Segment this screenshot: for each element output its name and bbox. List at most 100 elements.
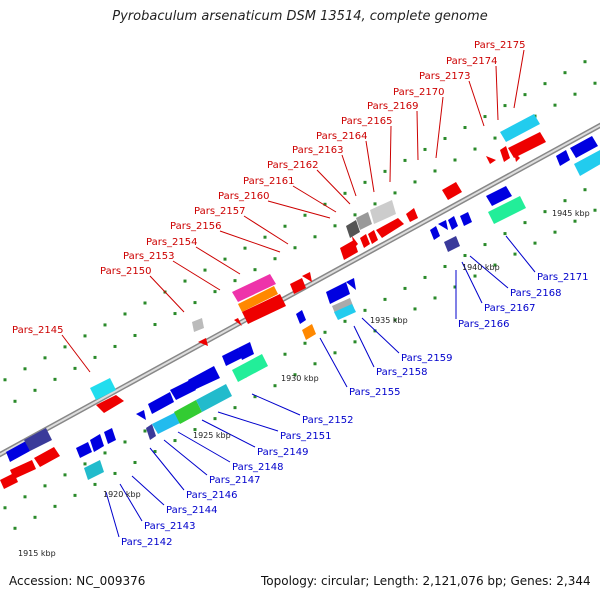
scale-tick	[153, 323, 157, 327]
scale-tick	[283, 224, 287, 228]
gene-block	[242, 294, 286, 324]
scale-tick	[403, 286, 407, 290]
scale-tick	[293, 373, 297, 377]
scale-tick	[273, 257, 277, 261]
scale-tick	[223, 257, 227, 261]
forward-gene-label: Pars_2164	[316, 131, 367, 142]
scale-tick	[413, 307, 417, 311]
scale-tick	[213, 417, 217, 421]
scale-tick	[363, 308, 367, 312]
forward-gene-leader	[219, 230, 281, 253]
reverse-gene-label: Pars_2155	[349, 387, 400, 398]
forward-gene-label: Pars_2157	[194, 206, 245, 217]
forward-gene-leader	[292, 185, 337, 213]
reverse-gene-label: Pars_2167	[484, 303, 535, 314]
scale-tick	[393, 318, 397, 322]
gene-block	[352, 236, 358, 248]
forward-gene-label: Pars_2150	[100, 266, 151, 277]
kbp-label: 1930 kbp	[281, 374, 319, 383]
gene-block	[556, 150, 570, 166]
reverse-gene-label: Pars_2159	[401, 353, 452, 364]
scale-tick	[93, 482, 97, 486]
scale-tick	[73, 366, 77, 370]
forward-gene-leader	[172, 260, 221, 291]
scale-tick	[283, 352, 287, 356]
scale-tick	[33, 388, 37, 392]
scale-ticks	[3, 60, 597, 530]
scale-tick	[453, 285, 457, 289]
scale-tick	[243, 246, 247, 250]
scale-tick	[63, 473, 67, 477]
gene-block	[346, 278, 356, 290]
scale-tick	[3, 378, 7, 382]
reverse-gene-label: Pars_2158	[376, 367, 427, 378]
scale-tick	[443, 264, 447, 268]
gene-block	[376, 218, 404, 238]
gene-block	[222, 348, 242, 366]
scale-tick	[203, 268, 207, 272]
reverse-gene-leader	[163, 439, 208, 476]
scale-tick	[423, 147, 427, 151]
gene-block	[238, 342, 254, 360]
gene-block	[326, 282, 350, 304]
scale-tick	[23, 495, 27, 499]
reverse-gene-label: Pars_2171	[537, 272, 588, 283]
scale-tick	[93, 355, 97, 359]
gene-block	[334, 304, 356, 320]
gene-block	[486, 186, 512, 206]
scale-tick	[493, 136, 497, 140]
gene-block	[460, 212, 472, 226]
scale-tick	[213, 290, 217, 294]
scale-tick	[173, 312, 177, 316]
scale-tick	[343, 319, 347, 323]
reverse-gene-label: Pars_2143	[144, 521, 195, 532]
scale-tick	[143, 429, 147, 433]
gene-block	[146, 424, 156, 440]
forward-gene-leader	[416, 110, 419, 161]
gene-block	[514, 152, 520, 162]
gene-block	[368, 230, 378, 244]
gene-block	[356, 212, 372, 230]
gene-block	[370, 200, 396, 224]
scale-tick	[543, 82, 547, 86]
forward-gene-label: Pars_2175	[474, 40, 525, 51]
scale-tick	[463, 254, 467, 258]
forward-gene-labels: Pars_2145 Pars_2150 Pars_2153 Pars_2154 Pars…	[12, 40, 525, 336]
forward-gene-leader	[513, 49, 525, 109]
forward-gene-label: Pars_2163	[292, 145, 343, 156]
reverse-gene-leader	[505, 235, 536, 273]
scale-tick	[503, 232, 507, 236]
scale-tick	[433, 169, 437, 173]
kbp-label: 1915 kbp	[18, 549, 56, 558]
gene-block	[192, 318, 204, 332]
scale-tick	[383, 169, 387, 173]
gene-block	[34, 447, 60, 467]
genome-summary: Topology: circular; Length: 2,121,076 bp…	[261, 574, 591, 588]
scale-tick	[113, 344, 117, 348]
scale-tick	[403, 158, 407, 162]
reverse-gene-label: Pars_2144	[166, 505, 217, 516]
scale-tick	[303, 341, 307, 345]
scale-tick	[593, 208, 597, 212]
position-labels: 1915 kbp 1920 kbp 1925 kbp 1930 kbp 1935 kbp…	[18, 209, 590, 558]
scale-tick	[353, 340, 357, 344]
scale-tick	[523, 93, 527, 97]
forward-gene-leader	[243, 215, 289, 245]
reverse-gene-leader	[361, 317, 400, 354]
gene-block	[406, 208, 418, 222]
scale-tick	[413, 180, 417, 184]
scale-tick	[483, 243, 487, 247]
kbp-label: 1945 kbp	[552, 209, 590, 218]
gene-block	[442, 182, 462, 200]
gene-block	[90, 434, 104, 452]
scale-tick	[483, 115, 487, 119]
scale-tick	[193, 428, 197, 432]
gene-block	[360, 234, 370, 248]
scale-tick	[493, 263, 497, 267]
forward-gene-label: Pars_2153	[123, 251, 174, 262]
forward-gene-label: Pars_2156	[170, 221, 221, 232]
scale-tick	[553, 230, 557, 234]
scale-tick	[123, 440, 127, 444]
scale-tick	[323, 202, 327, 206]
